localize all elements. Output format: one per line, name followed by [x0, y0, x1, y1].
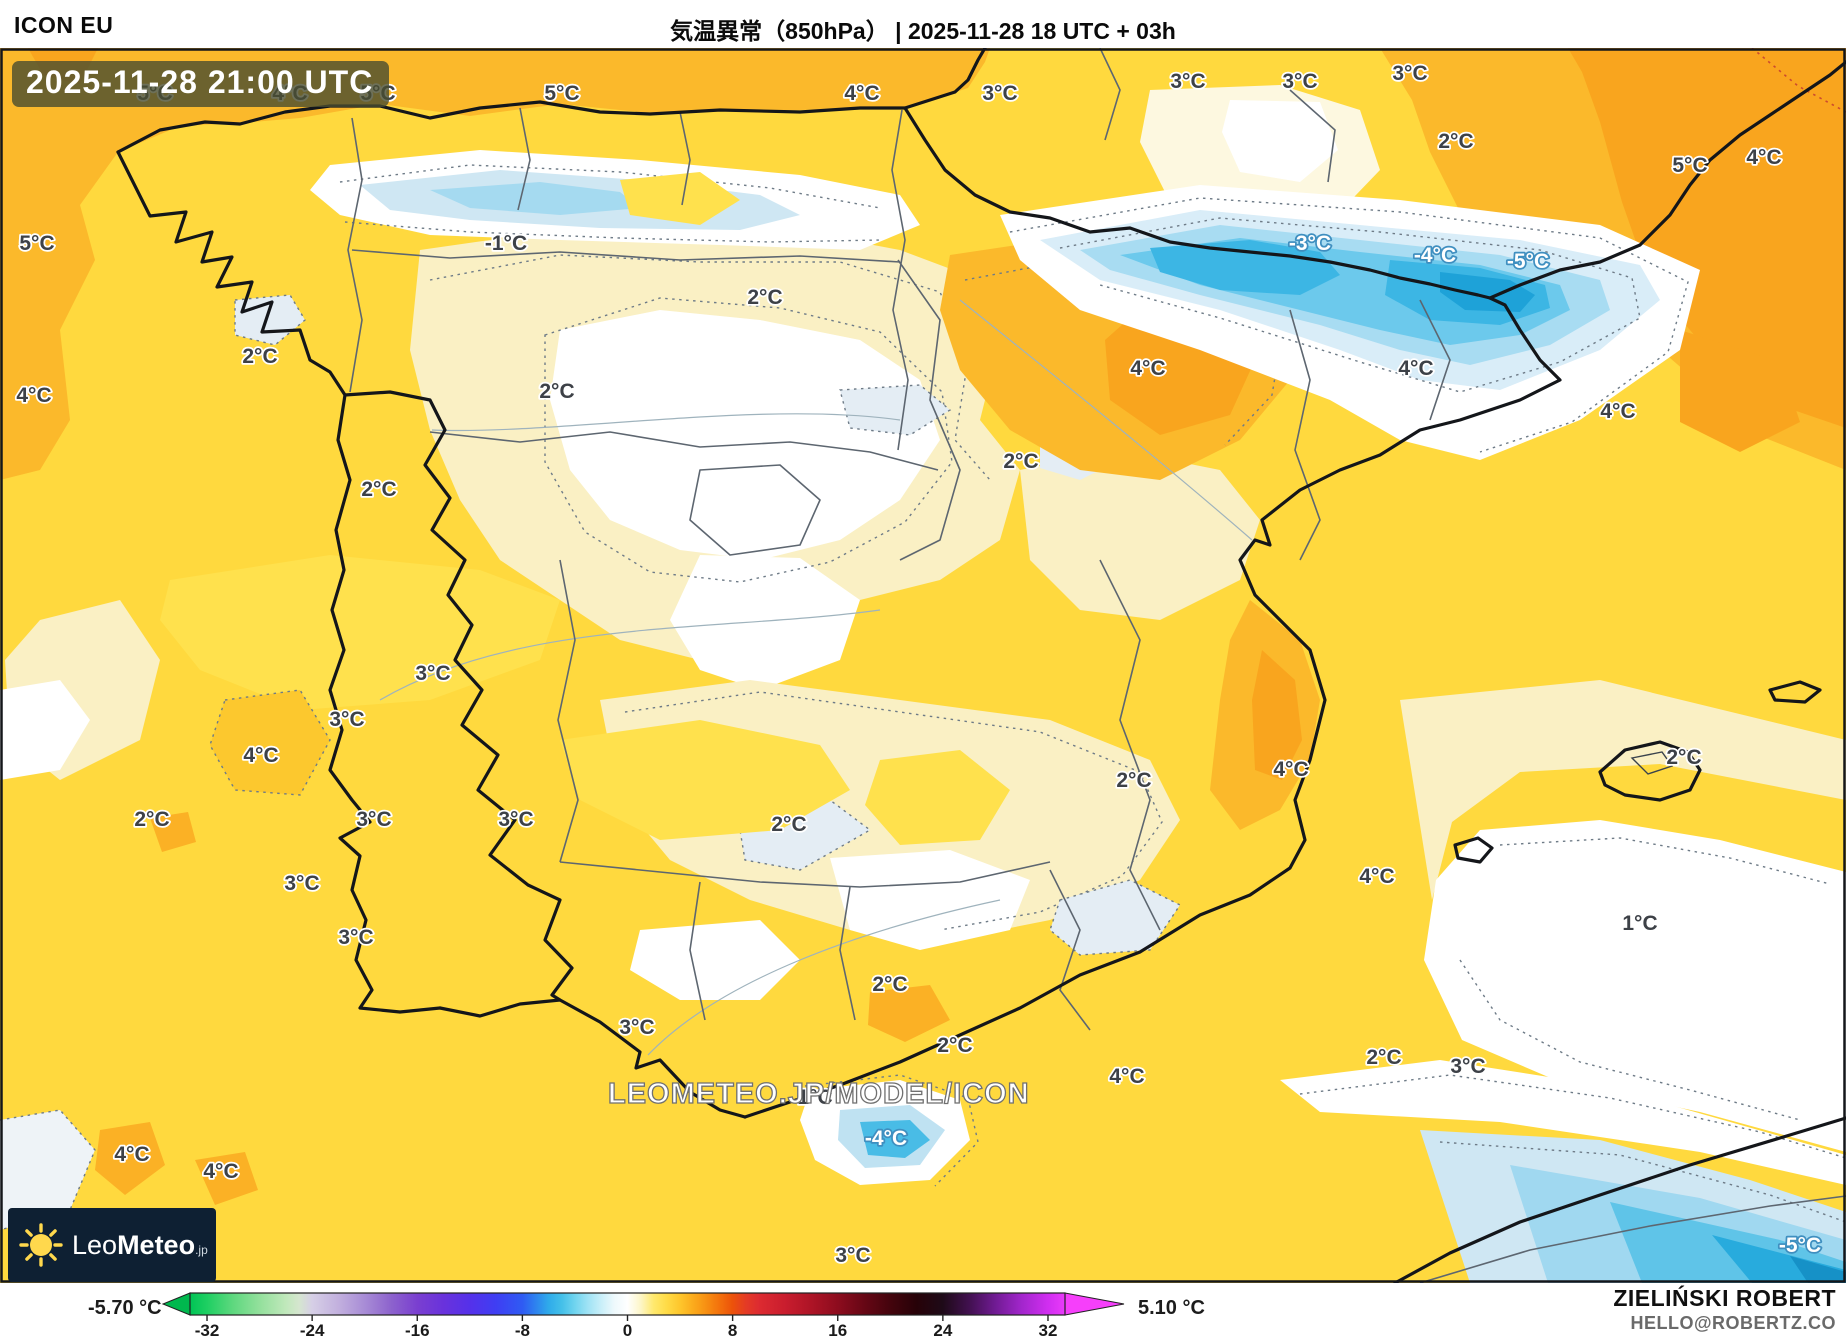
temp-label: 3°C: [498, 808, 533, 831]
colorbar-tick-label: -24: [300, 1321, 325, 1338]
colorbar: -32 -24 -16 -8 0 8 16 24 32: [161, 1292, 1125, 1338]
island-mallorca: [1598, 740, 1702, 802]
legend-bar: -32 -24 -16 -8 0 8 16 24 32 -5.70 °C 5.10 °C ZIE…: [0, 1283, 1846, 1338]
colorbar-tick-label: -8: [515, 1321, 530, 1338]
temp-label: 2°C: [539, 380, 574, 403]
temp-label: 2°C: [1003, 450, 1038, 473]
temp-label: 1°C: [797, 1086, 832, 1109]
temp-label: 4°C: [1359, 865, 1394, 888]
model-name: ICON EU: [14, 12, 114, 38]
temp-label: 3°C: [619, 1016, 654, 1039]
temp-label: 2°C: [937, 1034, 972, 1057]
temp-label: 2°C: [361, 478, 396, 501]
temp-label: 2°C: [134, 808, 169, 831]
temp-label: -1°C: [485, 232, 527, 255]
weather-map: 5°C4°C5°C5°C4°C3°C3°C3°C3°C2°C5°C4°C5°C4…: [0, 48, 1846, 1283]
temp-label: 4°C: [203, 1160, 238, 1183]
temp-label: 2°C: [1366, 1046, 1401, 1069]
temp-label: 5°C: [544, 82, 579, 105]
temp-label: 2°C: [1666, 746, 1701, 769]
temp-label: 4°C: [1109, 1065, 1144, 1088]
temp-label: 2°C: [242, 345, 277, 368]
page-title: 気温異常（850hPa） | 2025-11-28 18 UTC + 03h: [670, 18, 1176, 44]
temp-label: 3°C: [1450, 1055, 1485, 1078]
temp-label: 4°C: [16, 384, 51, 407]
temp-label: 1°C: [1622, 912, 1657, 935]
colorbar-tick-label: 16: [828, 1321, 847, 1338]
temp-label: 4°C: [1273, 758, 1308, 781]
leometeo-logo: LeoMeteo.jp: [8, 1208, 216, 1282]
colorbar-min-label: -5.70 °C: [88, 1297, 162, 1319]
temp-label: 2°C: [872, 973, 907, 996]
temp-label: 3°C: [1392, 62, 1427, 85]
temp-label: 3°C: [356, 808, 391, 831]
island-menorca: [1768, 680, 1822, 704]
timestamp-badge: 2025-11-28 21:00 UTC: [12, 61, 390, 107]
colorbar-tick-label: 24: [933, 1321, 952, 1338]
temp-label: 4°C: [844, 82, 879, 105]
temp-label: 2°C: [771, 813, 806, 836]
temp-label: 3°C: [982, 82, 1017, 105]
temp-label: -5°C: [1507, 250, 1549, 273]
temp-label: 4°C: [114, 1143, 149, 1166]
temp-label: 3°C: [338, 926, 373, 949]
temp-label: 2°C: [747, 286, 782, 309]
temp-label: 4°C: [1130, 357, 1165, 380]
colorbar-tick-label: 8: [728, 1321, 737, 1338]
colorbar-max-label: 5.10 °C: [1138, 1297, 1205, 1319]
temp-label: 2°C: [1438, 130, 1473, 153]
colorbar-tick-label: -32: [195, 1321, 220, 1338]
temp-label: 2°C: [1116, 769, 1151, 792]
temp-label: 4°C: [1746, 146, 1781, 169]
temp-label: 3°C: [415, 662, 450, 685]
sun-icon: [19, 1223, 63, 1267]
temp-label: -3°C: [1289, 232, 1331, 255]
temp-label: 3°C: [1282, 70, 1317, 93]
island-ibiza: [1453, 836, 1494, 864]
header-bar: ICON EU 気温異常（850hPa） | 2025-11-28 18 UTC…: [0, 0, 1846, 48]
temp-label: 3°C: [1170, 70, 1205, 93]
temp-label: 5°C: [1672, 154, 1707, 177]
temp-label: 4°C: [1398, 357, 1433, 380]
temp-label: 3°C: [835, 1244, 870, 1267]
temp-label: -4°C: [865, 1127, 907, 1150]
temp-label: 4°C: [243, 744, 278, 767]
temp-label: -5°C: [1779, 1234, 1821, 1257]
credit-email: HELLO@ROBERTZ.CO: [1630, 1313, 1836, 1333]
watermark-text: LEOMETEO.JP/MODEL/ICON: [607, 1077, 1030, 1110]
temp-label: 5°C: [19, 232, 54, 255]
temp-label: 4°C: [1600, 400, 1635, 423]
colorbar-tick-label: 0: [623, 1321, 632, 1338]
colorbar-ticks: -32 -24 -16 -8 0 8 16 24 32: [195, 1315, 1058, 1338]
colorbar-tick-label: -16: [405, 1321, 430, 1338]
temp-label: 3°C: [329, 708, 364, 731]
temp-label: 3°C: [284, 872, 319, 895]
logo-text: LeoMeteo.jp: [72, 1229, 208, 1260]
credit-name: ZIELIŃSKI ROBERT: [1613, 1285, 1836, 1311]
temp-label: -4°C: [1414, 244, 1456, 267]
colorbar-tick-label: 32: [1039, 1321, 1058, 1338]
